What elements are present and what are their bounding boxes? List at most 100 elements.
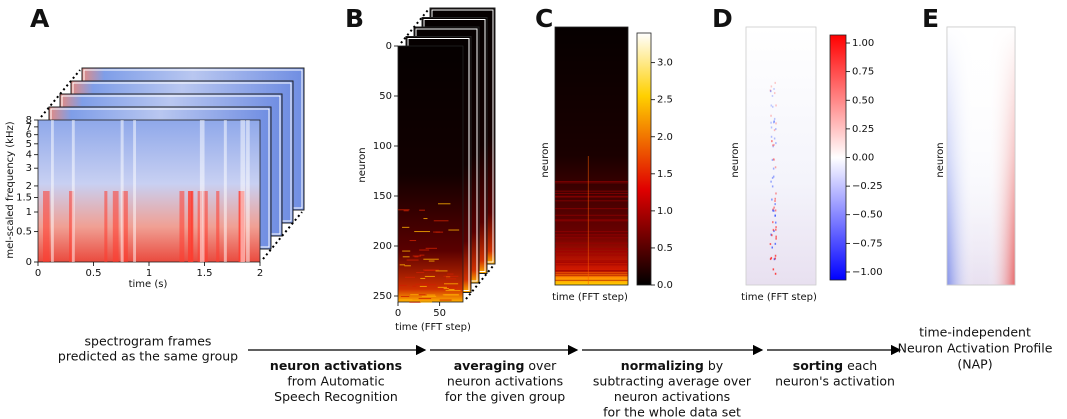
texture [402,256,410,258]
texture [423,284,436,286]
texture [399,264,406,266]
texture [770,256,773,259]
y-tick-label: 8 [26,115,32,126]
texture [400,296,410,298]
texture [414,231,431,233]
x-tick-label: 2 [257,268,263,279]
texture [555,219,628,221]
texture [120,120,124,262]
texture [402,226,410,228]
texture [555,182,628,184]
texture [555,180,628,182]
texture [555,270,628,272]
texture [769,89,772,92]
y-tick-label: 7 [26,122,32,133]
texture [774,214,776,217]
texture [773,87,775,90]
texture [555,214,628,216]
texture [442,294,459,296]
y-tick-label: 4 [26,150,32,161]
step-bold: neuron activations [270,358,402,373]
texture [410,294,419,296]
dots [465,265,494,300]
texture [419,249,430,251]
texture [774,254,777,257]
y-tick-label: 0.5 [16,227,32,238]
texture [770,126,773,129]
step-bold: normalizing [621,358,704,373]
texture [422,269,439,271]
texture [447,273,454,275]
texture [775,235,777,238]
x-tick-label: 0 [395,308,401,319]
texture [555,242,628,244]
step-line: for the whole data set [603,405,741,419]
y-axis-label: neuron [540,142,551,177]
texture [555,196,628,198]
texture [772,167,775,170]
texture [418,294,426,296]
y-axis-label: mel-scaled frequency (kHz) [5,121,16,258]
texture [773,129,776,132]
frame [946,26,1016,286]
x-axis-label: time (FFT step) [395,322,471,333]
texture [775,142,777,145]
texture [555,220,628,222]
caption: spectrogram frames [85,334,212,349]
texture [774,209,777,212]
images [37,7,1016,303]
texture [425,247,438,249]
texture [775,237,777,240]
texture [555,275,628,277]
image [554,26,629,286]
image [37,119,261,263]
texture [443,275,459,277]
y-tick-label: 3 [26,163,32,174]
texture [775,128,777,131]
texture [419,285,427,287]
step-bold: averaging [454,358,525,373]
texture [448,229,460,231]
texture [772,144,774,147]
colorbar-tick-label: 1.5 [657,169,673,180]
x-tick-label: 50 [433,308,446,319]
image [397,45,464,303]
texture [555,237,628,239]
texture [409,240,417,242]
texture [412,285,417,287]
step-rest: each [843,358,877,373]
colorbar-tick-label: 3.0 [657,58,673,69]
texture [448,289,455,291]
texture [773,230,775,233]
step-title: sorting each [793,358,877,373]
texture [104,191,108,262]
texture [179,191,185,262]
texture [775,192,777,195]
caption: time-independent [919,325,1031,340]
texture [770,121,772,124]
texture [772,221,774,224]
texture [405,276,416,278]
texture [770,85,773,88]
texture [427,294,436,296]
texture [774,203,776,206]
texture [416,272,425,274]
colorbar-tick-label: −0.75 [852,238,883,249]
texture [446,278,457,280]
y-axis-label: neuron [357,147,368,182]
step-line: subtracting average over [593,374,752,389]
colorbar-tick-label: 0.00 [852,153,874,164]
texture [555,279,628,281]
y-axis-label: neuron [935,142,946,177]
panel-letter: B [345,4,364,33]
step-title: neuron activations [270,358,402,373]
y-tick-label: 150 [373,191,392,202]
colorbar-tick-label: 1.00 [852,38,874,49]
y-tick-label: 250 [373,291,392,302]
texture [772,228,775,231]
texture [555,260,628,262]
caption: predicted as the same group [58,349,238,364]
texture [771,185,774,188]
texture [775,104,777,107]
